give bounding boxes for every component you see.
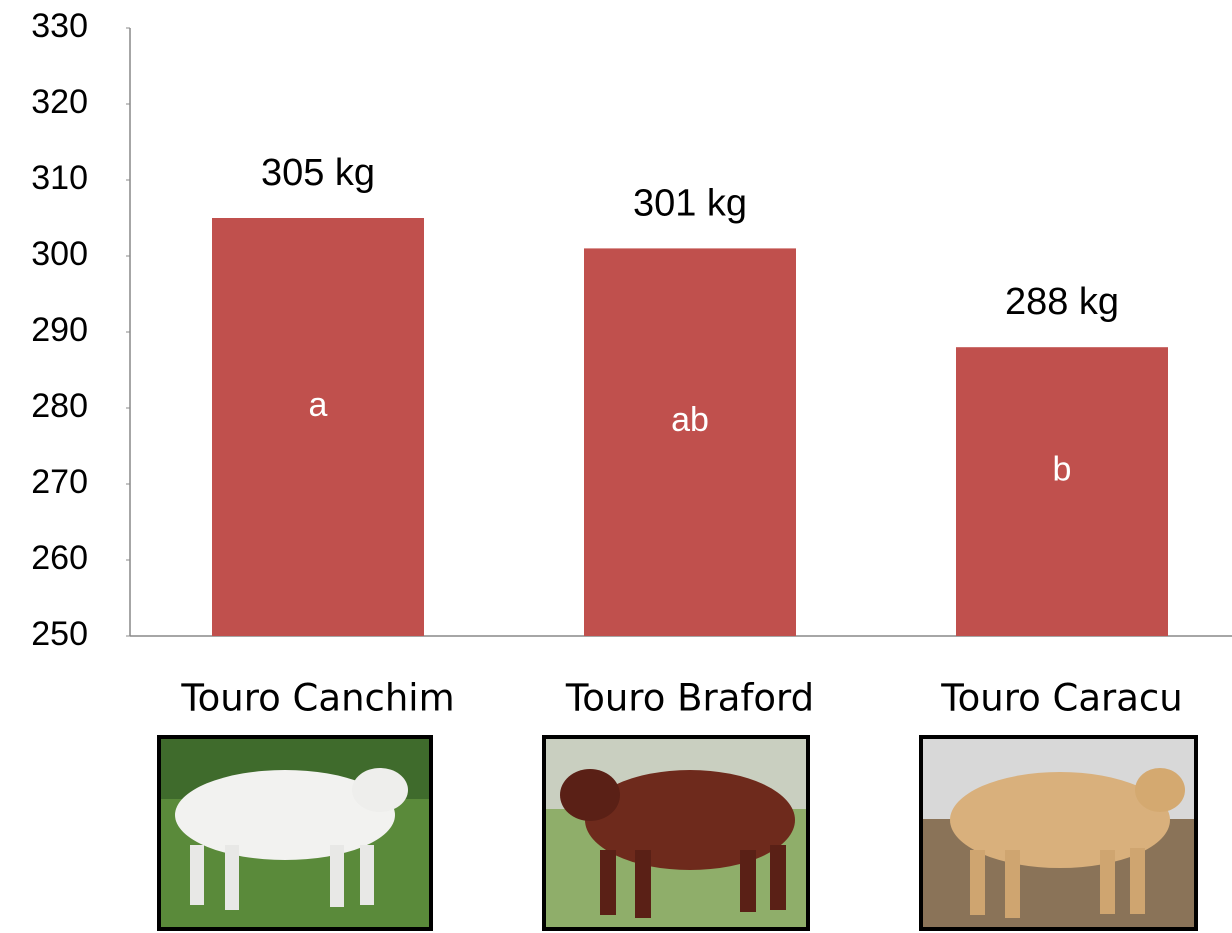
- x-tick-label: Touro Braford: [565, 677, 814, 720]
- y-tick-label: 300: [31, 235, 88, 273]
- x-tick-label: Touro Caracu: [940, 677, 1182, 720]
- group-letter: ab: [671, 401, 709, 439]
- bar: [956, 347, 1168, 636]
- bar: [212, 218, 424, 636]
- y-tick-label: 290: [31, 311, 88, 349]
- chart: 250 260 270 280 290 300 310 320 330 Touro Canchim…: [0, 0, 1232, 933]
- x-tick-label: Touro Canchim: [180, 677, 454, 720]
- y-tick-label: 250: [31, 615, 88, 653]
- y-tick-label: 270: [31, 463, 88, 501]
- photo-canchim: [159, 737, 431, 929]
- group-letter: b: [1053, 451, 1072, 489]
- y-tick-label: 280: [31, 387, 88, 425]
- photo-braford: [544, 737, 808, 929]
- photo-caracu: [921, 737, 1196, 929]
- value-label: 301 kg: [633, 182, 747, 224]
- value-label: 288 kg: [1005, 281, 1119, 323]
- bar: [584, 248, 796, 636]
- group-letter: a: [309, 386, 328, 424]
- photos: [159, 737, 1196, 929]
- y-tick-label: 310: [31, 159, 88, 197]
- y-tick-label: 320: [31, 83, 88, 121]
- y-tick-label: 330: [31, 7, 88, 45]
- value-label: 305 kg: [261, 152, 375, 194]
- y-tick-label: 260: [31, 539, 88, 577]
